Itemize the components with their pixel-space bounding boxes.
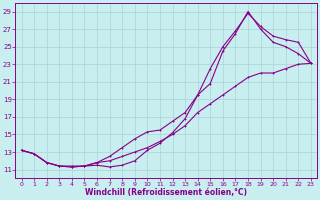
X-axis label: Windchill (Refroidissement éolien,°C): Windchill (Refroidissement éolien,°C) [85,188,247,197]
